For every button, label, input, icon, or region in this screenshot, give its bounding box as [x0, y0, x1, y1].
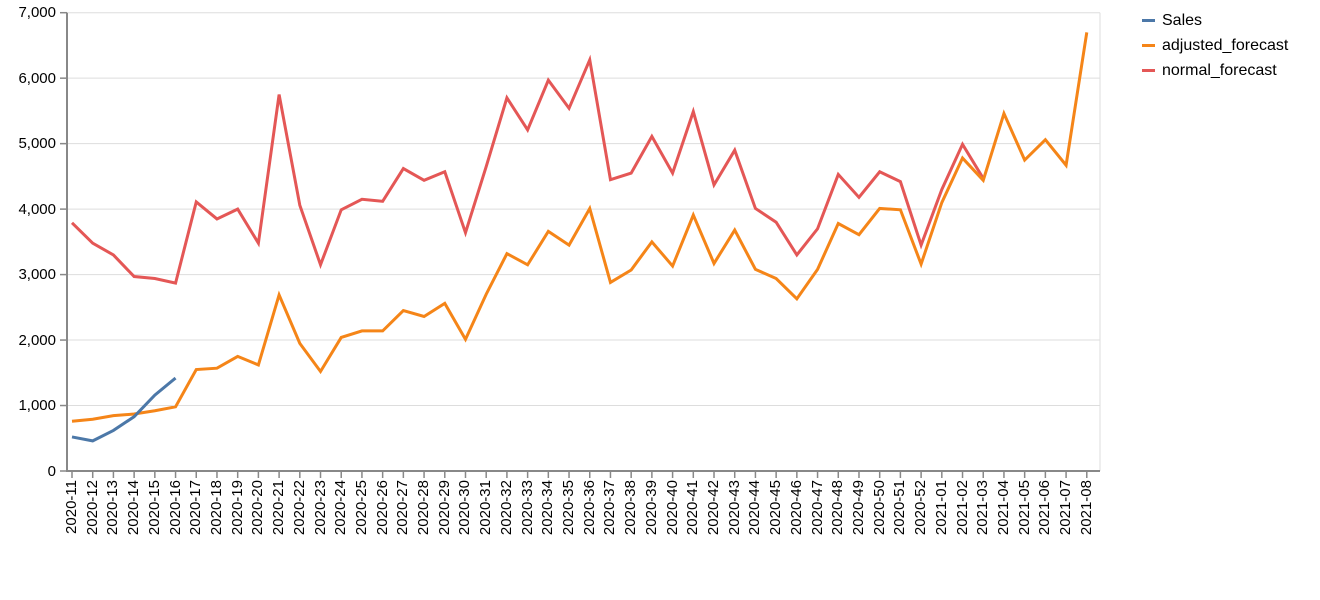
series-line-normal_forecast — [70, 54, 985, 285]
x-tick-label: 2021-04 — [994, 480, 1012, 536]
x-tick-label: 2020-49 — [849, 480, 867, 536]
x-tick-label: 2020-12 — [83, 480, 101, 536]
x-tick-label: 2020-15 — [145, 480, 163, 536]
legend-item-normal-forecast: normal_forecast — [1142, 58, 1288, 83]
legend-label-adjusted-forecast: adjusted_forecast — [1162, 36, 1289, 54]
x-tick-label: 2020-30 — [456, 480, 474, 536]
x-tick-label: 2020-52 — [912, 480, 930, 536]
y-tick-label: 3,000 — [18, 266, 56, 284]
x-tick-label: 2020-13 — [104, 480, 122, 536]
x-tick-label: 2020-45 — [767, 480, 785, 536]
x-tick-label: 2020-28 — [415, 480, 433, 536]
x-tick-label: 2020-22 — [290, 480, 308, 536]
x-tick-label: 2020-34 — [539, 480, 557, 536]
series-line-sales — [71, 376, 177, 443]
normal-forecast-line-swatch — [1142, 69, 1155, 72]
x-tick-label: 2020-31 — [477, 480, 495, 536]
legend-label-sales: Sales — [1162, 11, 1203, 29]
x-tick-label: 2020-37 — [601, 480, 619, 536]
x-tick-label: 2020-18 — [207, 480, 225, 536]
x-tick-label: 2020-11 — [63, 480, 80, 534]
x-tick-label: 2020-29 — [435, 480, 453, 536]
x-tick-label: 2020-19 — [228, 480, 246, 536]
x-tick-label: 2021-03 — [974, 480, 992, 536]
x-tick-label: 2020-46 — [787, 480, 805, 536]
x-tick-label: 2020-36 — [580, 480, 598, 536]
x-tick-label: 2020-17 — [187, 480, 205, 536]
x-tick-label: 2021-02 — [953, 480, 971, 536]
x-tick-label: 2020-44 — [746, 480, 764, 536]
y-tick-label: 7,000 — [18, 4, 56, 22]
adjusted-forecast-line-swatch — [1142, 44, 1155, 47]
x-tick-label: 2021-05 — [1015, 480, 1033, 536]
x-tick-label: 2020-21 — [270, 480, 288, 536]
y-tick-label: 5,000 — [18, 135, 56, 153]
x-tick-label: 2020-33 — [518, 480, 536, 536]
x-tick-label: 2020-40 — [663, 480, 681, 536]
x-tick-label: 2020-47 — [808, 480, 826, 536]
x-tick-label: 2020-42 — [705, 480, 722, 536]
x-tick-label: 2020-24 — [332, 480, 350, 536]
x-tick-label: 2020-51 — [891, 480, 909, 536]
x-tick-label: 2020-27 — [394, 480, 412, 536]
x-tick-label: 2020-41 — [684, 480, 702, 536]
x-tick-label: 2020-14 — [125, 480, 143, 536]
x-tick-label: 2020-50 — [870, 480, 888, 536]
x-tick-label: 2020-43 — [725, 480, 743, 536]
y-tick-label: 0 — [47, 462, 56, 480]
x-tick-label: 2021-06 — [1036, 480, 1054, 536]
x-tick-label: 2020-38 — [622, 480, 640, 536]
x-tick-label: 2020-32 — [497, 480, 515, 536]
x-tick-label: 2021-07 — [1057, 480, 1075, 536]
legend-item-adjusted-forecast: adjusted_forecast — [1142, 33, 1288, 58]
x-tick-label: 2020-20 — [249, 480, 267, 536]
y-tick-label: 4,000 — [18, 200, 56, 218]
sales-line-swatch — [1142, 19, 1155, 22]
x-tick-label: 2020-16 — [166, 480, 184, 536]
x-tick-label: 2020-35 — [560, 480, 578, 536]
x-tick-label: 2020-26 — [373, 480, 391, 536]
x-tick-label: 2021-01 — [932, 480, 950, 536]
y-tick-label: 6,000 — [18, 69, 56, 87]
x-tick-label: 2020-48 — [829, 480, 847, 536]
x-tick-label: 2021-08 — [1077, 480, 1095, 536]
legend-label-normal-forecast: normal_forecast — [1162, 61, 1277, 79]
legend: Sales adjusted_forecast normal_forecast — [1142, 8, 1288, 83]
x-tick-label: 2020-25 — [352, 480, 370, 536]
y-tick-label: 2,000 — [18, 331, 56, 349]
x-tick-label: 2020-39 — [642, 480, 660, 536]
series-line-adjusted_forecast — [71, 32, 1089, 423]
x-tick-label: 2020-23 — [311, 480, 329, 536]
y-tick-label: 1,000 — [18, 397, 56, 415]
legend-item-sales: Sales — [1142, 8, 1288, 33]
